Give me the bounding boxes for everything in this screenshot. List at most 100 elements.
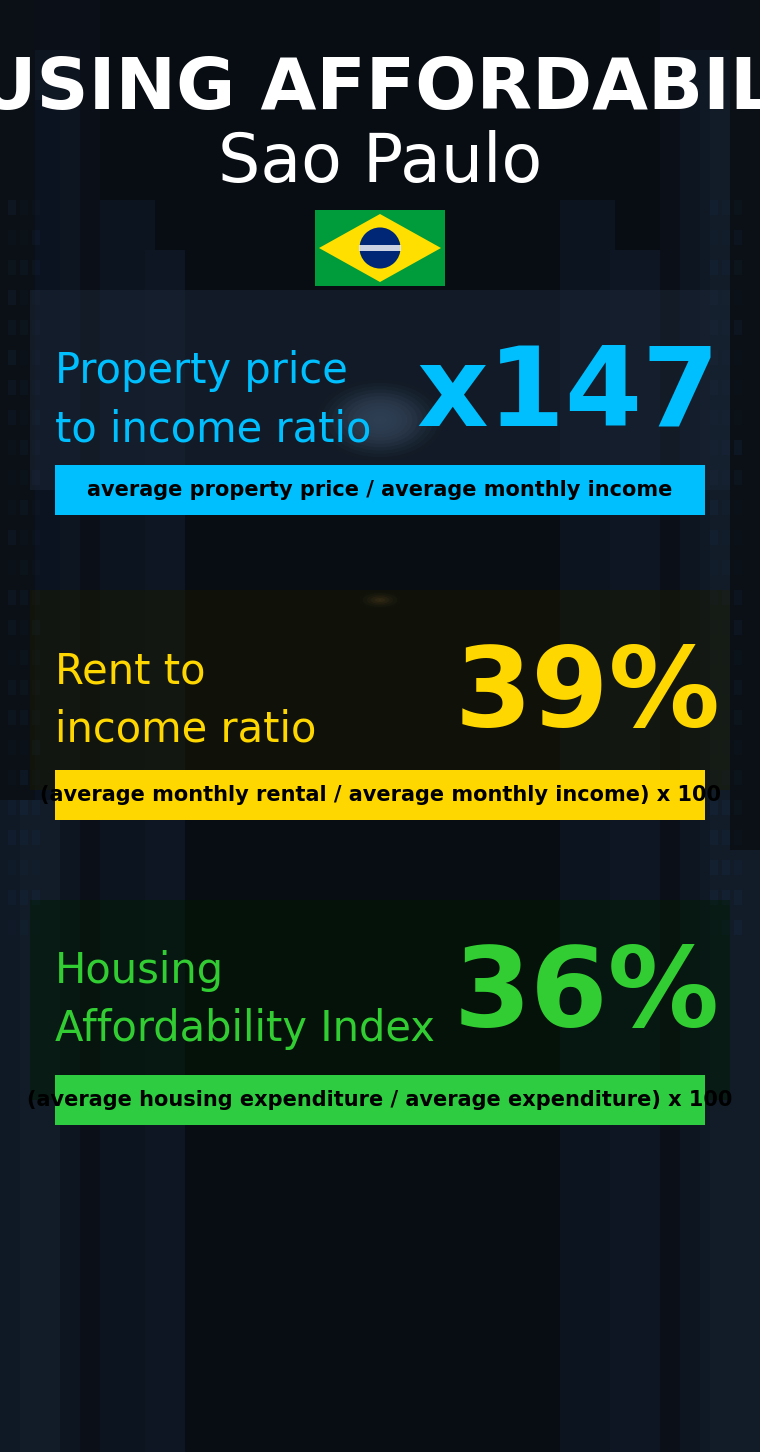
Bar bbox=[722, 380, 730, 395]
Text: Housing
Affordability Index: Housing Affordability Index bbox=[55, 950, 435, 1050]
Bar bbox=[722, 560, 730, 575]
Bar bbox=[710, 470, 718, 485]
Bar bbox=[734, 229, 742, 245]
Bar bbox=[710, 380, 718, 395]
Bar bbox=[734, 710, 742, 725]
Bar bbox=[710, 229, 718, 245]
Bar bbox=[20, 200, 28, 215]
Bar bbox=[55, 1074, 705, 1125]
Bar bbox=[32, 530, 40, 544]
Bar bbox=[710, 710, 718, 725]
Text: HOUSING AFFORDABILITY: HOUSING AFFORDABILITY bbox=[0, 55, 760, 123]
Bar bbox=[20, 710, 28, 725]
Bar bbox=[8, 680, 16, 696]
Ellipse shape bbox=[321, 383, 439, 457]
Bar bbox=[710, 530, 718, 544]
Bar bbox=[710, 499, 718, 515]
Bar bbox=[32, 831, 40, 845]
Text: average property price / average monthly income: average property price / average monthly… bbox=[87, 481, 673, 499]
Bar bbox=[20, 229, 28, 245]
Bar bbox=[32, 860, 40, 876]
Bar bbox=[710, 290, 718, 305]
Bar bbox=[734, 200, 742, 215]
Bar bbox=[734, 921, 742, 935]
Bar bbox=[35, 100, 60, 800]
Bar bbox=[722, 530, 730, 544]
Bar bbox=[734, 409, 742, 425]
Bar bbox=[610, 250, 660, 1452]
Bar bbox=[20, 741, 28, 755]
Ellipse shape bbox=[358, 407, 402, 434]
Bar bbox=[734, 680, 742, 696]
Bar bbox=[710, 200, 718, 215]
Bar bbox=[32, 680, 40, 696]
Circle shape bbox=[359, 228, 401, 269]
Bar bbox=[20, 921, 28, 935]
Bar bbox=[32, 229, 40, 245]
Bar bbox=[8, 350, 16, 364]
Bar bbox=[20, 650, 28, 665]
Bar bbox=[145, 250, 185, 1452]
Bar bbox=[660, 0, 760, 1452]
Bar bbox=[8, 229, 16, 245]
Bar bbox=[710, 890, 718, 905]
Text: (average monthly rental / average monthly income) x 100: (average monthly rental / average monthl… bbox=[40, 786, 720, 804]
Bar bbox=[730, 0, 760, 849]
Bar bbox=[20, 800, 28, 815]
Bar bbox=[20, 770, 28, 786]
Bar bbox=[0, 0, 100, 1452]
Bar bbox=[734, 770, 742, 786]
Bar bbox=[710, 860, 718, 876]
Bar bbox=[8, 620, 16, 635]
Bar bbox=[315, 211, 445, 286]
Bar bbox=[32, 620, 40, 635]
Bar bbox=[722, 350, 730, 364]
Bar bbox=[32, 409, 40, 425]
Bar bbox=[722, 860, 730, 876]
Bar bbox=[722, 890, 730, 905]
Bar bbox=[8, 560, 16, 575]
Bar bbox=[8, 800, 16, 815]
Bar bbox=[560, 200, 615, 1452]
Bar bbox=[30, 900, 730, 1101]
Bar bbox=[32, 200, 40, 215]
Ellipse shape bbox=[369, 412, 391, 427]
Bar bbox=[20, 319, 28, 335]
Bar bbox=[710, 921, 718, 935]
Bar bbox=[734, 499, 742, 515]
Bar bbox=[32, 800, 40, 815]
Bar bbox=[32, 890, 40, 905]
Text: (average housing expenditure / average expenditure) x 100: (average housing expenditure / average e… bbox=[27, 1090, 733, 1109]
Bar bbox=[20, 350, 28, 364]
Bar bbox=[8, 530, 16, 544]
Bar bbox=[710, 319, 718, 335]
Bar bbox=[20, 560, 28, 575]
Bar bbox=[20, 499, 28, 515]
Bar bbox=[32, 741, 40, 755]
Bar bbox=[8, 409, 16, 425]
Ellipse shape bbox=[363, 592, 397, 607]
Bar bbox=[30, 290, 730, 489]
Bar bbox=[722, 770, 730, 786]
Bar bbox=[20, 590, 28, 605]
Bar bbox=[710, 620, 718, 635]
Bar bbox=[20, 831, 28, 845]
Ellipse shape bbox=[347, 399, 413, 440]
Bar bbox=[722, 800, 730, 815]
Bar bbox=[734, 380, 742, 395]
Bar bbox=[20, 440, 28, 454]
Bar bbox=[8, 590, 16, 605]
Bar bbox=[100, 200, 155, 1452]
Bar bbox=[30, 590, 730, 790]
Text: Rent to
income ratio: Rent to income ratio bbox=[55, 650, 316, 751]
Bar bbox=[722, 260, 730, 274]
Bar bbox=[20, 470, 28, 485]
Bar bbox=[20, 890, 28, 905]
Bar bbox=[722, 710, 730, 725]
Bar bbox=[722, 499, 730, 515]
Bar bbox=[722, 470, 730, 485]
Bar bbox=[710, 260, 718, 274]
Bar bbox=[734, 741, 742, 755]
Bar bbox=[8, 770, 16, 786]
Bar bbox=[710, 800, 718, 815]
